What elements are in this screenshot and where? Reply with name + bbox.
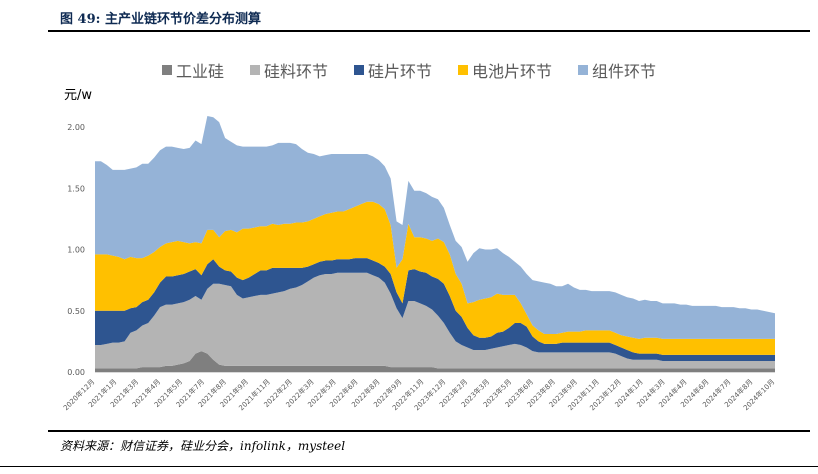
legend-label: 硅片环节 xyxy=(367,62,432,81)
legend-item-cell: 电池片环节 xyxy=(458,58,552,82)
area-series-3 xyxy=(95,201,775,355)
footer-rule xyxy=(0,466,818,467)
legend-item-industrial-silicon: 工业硅 xyxy=(161,58,224,82)
area-layers xyxy=(95,115,775,372)
y-axis-unit-label: 元/w xyxy=(64,88,93,103)
x-axis-ticks: 2020年12月2021年1月2021年3月2021年4月2021年5月2021… xyxy=(61,372,776,412)
legend-item-wafer: 硅片环节 xyxy=(353,58,432,82)
legend-swatch xyxy=(458,65,468,75)
y-tick-label: 0.50 xyxy=(67,307,85,316)
source-note: 资料来源：财信证券，硅业分会，infolink，mysteel xyxy=(60,439,346,453)
y-axis-ticks: 0.00 0.50 1.00 1.50 2.00 xyxy=(67,123,85,377)
area-series-1 xyxy=(95,272,775,369)
area-series-2 xyxy=(95,258,775,361)
legend-label: 组件环节 xyxy=(592,62,657,81)
area-series-0 xyxy=(95,351,775,372)
legend-swatch xyxy=(578,65,589,75)
y-tick-label: 1.50 xyxy=(67,184,85,193)
legend-swatch xyxy=(353,65,364,75)
area-series-4 xyxy=(95,115,775,339)
legend-swatch xyxy=(161,65,172,75)
legend-item-module: 组件环节 xyxy=(578,58,656,82)
bottom-rule xyxy=(48,430,810,432)
chart-legend: 工业硅 硅料环节 硅片环节 电池片环节 组件环节 xyxy=(0,58,818,82)
legend-label: 工业硅 xyxy=(175,62,224,81)
legend-label: 电池片环节 xyxy=(472,62,553,81)
y-tick-label: 0.00 xyxy=(67,368,85,377)
figure-title: 图 49: 主产业链环节价差分布测算 xyxy=(60,12,261,27)
y-tick-label: 1.00 xyxy=(67,246,85,255)
legend-swatch xyxy=(249,65,260,75)
top-rule xyxy=(48,30,810,32)
legend-label: 硅料环节 xyxy=(263,62,328,81)
y-tick-label: 2.00 xyxy=(67,123,85,132)
legend-item-polysilicon: 硅料环节 xyxy=(249,58,328,82)
